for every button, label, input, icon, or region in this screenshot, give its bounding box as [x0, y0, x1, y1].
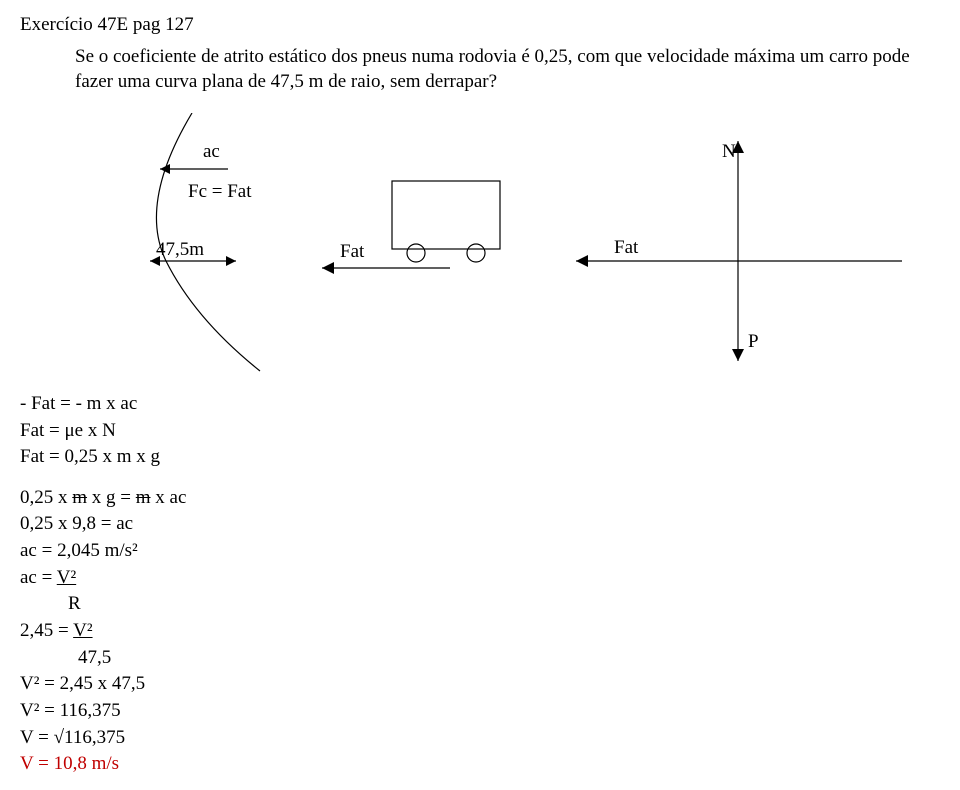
eq4-m1: m: [72, 487, 87, 508]
eq4-seg-c: x ac: [151, 487, 187, 508]
eq-line-3: Fat = 0,25 x m x g: [20, 444, 940, 470]
exercise-title: Exercício 47E pag 127: [20, 12, 940, 38]
eq-line-11: V² = 2,45 x 47,5: [20, 671, 940, 697]
eq-line-8: R: [68, 591, 940, 617]
eq-line-7: ac = V²: [20, 565, 940, 591]
eq9-b: V²: [73, 620, 92, 641]
label-ac: ac: [203, 141, 220, 162]
label-radius: 47,5m: [156, 239, 204, 260]
eq-line-14-answer: V = 10,8 m/s: [20, 751, 940, 777]
eq-line-1: - Fat = - m x ac: [20, 391, 940, 417]
eq9-a: 2,45 =: [20, 620, 73, 641]
diagram: ac Fc = Fat 47,5m Fat N P Fat: [20, 113, 920, 373]
label-P: P: [748, 331, 759, 352]
eq-line-10: 47,5: [78, 645, 940, 671]
eq-line-2: Fat = μe x N: [20, 418, 940, 444]
eq-line-13: V = √116,375: [20, 725, 940, 751]
eq7-a: ac =: [20, 567, 57, 588]
eq4-seg-a: 0,25 x: [20, 487, 72, 508]
eq-line-9: 2,45 = V²: [20, 618, 940, 644]
eq4-seg-b: x g =: [87, 487, 136, 508]
equations-block: - Fat = - m x ac Fat = μe x N Fat = 0,25…: [20, 391, 940, 777]
eq-line-6: ac = 2,045 m/s²: [20, 538, 940, 564]
eq7-b: V²: [57, 567, 76, 588]
problem-statement: Se o coeficiente de atrito estático dos …: [75, 44, 920, 95]
eq4-m2: m: [136, 487, 151, 508]
eq-line-12: V² = 116,375: [20, 698, 940, 724]
eq-line-4: 0,25 x m x g = m x ac: [20, 485, 940, 511]
label-fat-right: Fat: [614, 237, 639, 258]
eq-line-5: 0,25 x 9,8 = ac: [20, 511, 940, 537]
label-fc-eq-fat: Fc = Fat: [188, 181, 252, 202]
label-fat-left: Fat: [340, 241, 365, 262]
label-N: N: [722, 141, 736, 162]
